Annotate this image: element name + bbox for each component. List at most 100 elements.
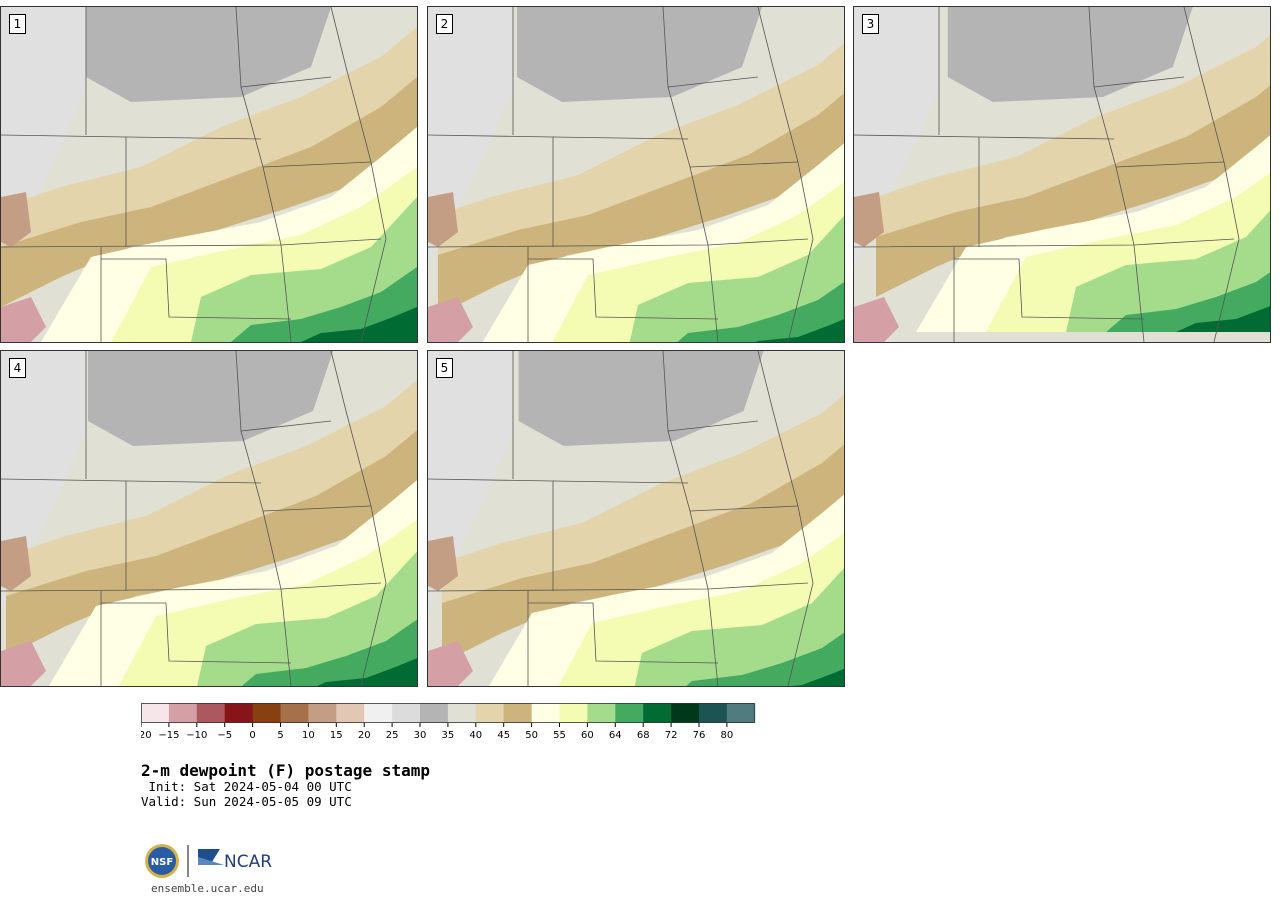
- colorbar-tick-label: 20: [358, 730, 371, 741]
- state-boundary: [757, 351, 814, 686]
- dry-terrain-patch: [428, 297, 473, 342]
- moisture-band-64: [677, 281, 844, 342]
- colorbar-tick-label: 5: [277, 730, 283, 741]
- colorbar-tick-label: 76: [693, 730, 706, 741]
- member-label: 4: [9, 358, 26, 378]
- dry-air-region: [86, 7, 331, 102]
- ensemble-member-panel-3: 3: [853, 6, 1271, 343]
- colorbar-swatch: [503, 703, 532, 723]
- colorbar-tick-label: 72: [665, 730, 678, 741]
- valid-time: Valid: Sun 2024-05-05 09 UTC: [141, 794, 352, 809]
- colorbar-swatch: [196, 703, 226, 723]
- moisture-band-68: [1176, 306, 1270, 332]
- member-label: 2: [436, 14, 453, 34]
- colorbar-swatch: [699, 703, 728, 723]
- state-boundary: [101, 258, 292, 320]
- figure-title: 2-m dewpoint (F) postage stamp: [141, 761, 430, 780]
- nsf-logo-text: NSF: [151, 857, 173, 868]
- colorbar-swatch: [615, 703, 644, 723]
- colorbar-swatch: [643, 703, 672, 723]
- dry-terrain-patch: [428, 192, 458, 247]
- moisture-band-64: [686, 632, 844, 686]
- dewpoint-map: [1, 351, 417, 686]
- moisture-band-45: [438, 93, 844, 315]
- state-boundary: [1093, 76, 1185, 88]
- moisture-band-45: [876, 85, 1270, 297]
- state-boundary: [528, 602, 719, 664]
- moisture-band-45: [6, 430, 417, 656]
- colorbar-swatch: [587, 703, 616, 723]
- moisture-band-68: [317, 658, 417, 686]
- member-label: 3: [862, 14, 879, 34]
- state-boundary: [689, 505, 799, 512]
- dry-terrain-patch: [1, 641, 46, 686]
- state-boundary: [125, 136, 262, 140]
- state-boundary: [978, 136, 1115, 140]
- colorbar-tick-label: −20: [141, 730, 152, 741]
- moisture-band-68: [792, 668, 844, 686]
- dry-air-region: [947, 7, 1193, 102]
- colorbar-swatch: [168, 703, 198, 723]
- colorbar-swatch: [252, 703, 281, 723]
- dry-terrain-patch: [428, 536, 458, 591]
- colorbar-tick-label: 15: [330, 730, 343, 741]
- state-boundary: [689, 161, 799, 168]
- state-boundary: [262, 161, 372, 168]
- colorbar-tick-label: −10: [186, 730, 207, 741]
- colorbar-tick-label: 55: [553, 730, 566, 741]
- dry-terrain-patch: [1, 536, 31, 591]
- state-boundary: [240, 76, 332, 88]
- state-boundary: [667, 76, 759, 88]
- footer-url: ensemble.ucar.edu: [151, 882, 264, 895]
- moisture-band-64: [231, 267, 417, 342]
- state-boundary: [954, 258, 1145, 320]
- dry-air-region: [518, 351, 764, 446]
- colorbar-swatch: [475, 703, 505, 723]
- dry-terrain-patch: [854, 297, 899, 342]
- moisture-band-64: [1106, 272, 1270, 332]
- dry-air-region: [517, 7, 762, 102]
- colorbar-swatch: [224, 703, 253, 723]
- colorbar-swatch: [671, 703, 700, 723]
- dewpoint-colorbar: −20 −15 −10 −5 0 5 10 15 20 25 30 35 40 45 50 55 60 64 68 7…: [141, 703, 756, 741]
- ensemble-member-panel-2: 2: [427, 6, 845, 343]
- moisture-band-68: [755, 319, 844, 342]
- dry-air-region: [88, 351, 333, 446]
- colorbar-tick-label: 80: [721, 730, 734, 741]
- colorbar-swatch: [141, 703, 170, 723]
- init-time: Init: Sat 2024-05-04 00 UTC: [141, 779, 352, 794]
- state-boundary: [262, 505, 372, 512]
- member-label: 5: [436, 358, 453, 378]
- colorbar-swatch: [447, 703, 477, 723]
- colorbar-tick-label: 30: [414, 730, 427, 741]
- colorbar-swatch: [308, 703, 337, 723]
- ensemble-member-panel-1: 1: [0, 6, 418, 343]
- dewpoint-map: [428, 351, 844, 686]
- moisture-band-68: [301, 307, 417, 342]
- state-boundary: [552, 136, 689, 140]
- dry-terrain-patch: [1, 192, 31, 247]
- state-boundary: [1183, 7, 1240, 342]
- state-boundary: [330, 7, 387, 342]
- colorbar-tick-label: 68: [637, 730, 650, 741]
- dewpoint-map: [854, 7, 1270, 342]
- dry-terrain-patch: [1, 297, 46, 342]
- dry-terrain-patch: [854, 192, 884, 247]
- colorbar-swatch: [531, 703, 560, 723]
- nsf-ncar-logo: NSF NCAR: [145, 844, 272, 878]
- ncar-logo-text: NCAR: [224, 852, 272, 872]
- colorbar-swatch: [280, 703, 309, 723]
- moisture-band-45: [442, 444, 844, 663]
- colorbar-tick-label: 25: [386, 730, 399, 741]
- ncar-logo-icon: NCAR: [198, 849, 272, 872]
- colorbar-tick-label: 45: [497, 730, 510, 741]
- dry-terrain-patch: [428, 641, 473, 686]
- state-boundary: [240, 420, 332, 432]
- member-label: 1: [9, 14, 26, 34]
- dewpoint-map: [1, 7, 417, 342]
- colorbar-swatch: [336, 703, 365, 723]
- colorbar-tick-label: −15: [158, 730, 179, 741]
- state-boundary: [101, 602, 292, 664]
- colorbar-swatch: [420, 703, 449, 723]
- state-boundary: [330, 351, 387, 686]
